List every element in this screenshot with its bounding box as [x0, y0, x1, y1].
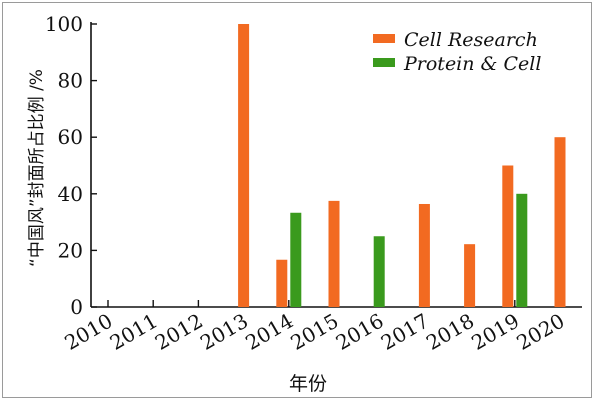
y-tick-label: 20 [58, 238, 83, 262]
legend-label-cell-research: Cell Research [404, 29, 538, 51]
x-axis-label: 年份 [289, 373, 327, 395]
y-tick-label: 100 [45, 12, 83, 36]
bar-cell-research-2020 [554, 137, 566, 307]
legend-label-protein-cell: Protein & Cell [403, 53, 541, 75]
bars [238, 24, 566, 307]
y-tick-label: 40 [58, 182, 83, 206]
bar-cell-research-2014 [276, 259, 288, 307]
y-tick-label: 80 [58, 69, 83, 93]
bar-protein-cell-2016 [373, 236, 385, 307]
x-tick-label: 2020 [512, 309, 568, 355]
bar-cell-research-2015 [328, 200, 340, 307]
bar-protein-cell-2014 [290, 212, 302, 307]
bar-cell-research-2017 [418, 203, 430, 307]
figure-frame [2, 2, 592, 398]
legend-swatch-protein-cell [373, 58, 395, 67]
y-tick-label: 60 [58, 125, 83, 149]
legend-swatch-cell-research [373, 34, 395, 43]
y-tick-label: 0 [70, 295, 83, 319]
y-axis-label: “中国风”封面所占比例 /% [27, 69, 47, 267]
bar-cell-research-2013 [238, 24, 250, 307]
bar-cell-research-2018 [464, 244, 476, 307]
bar-cell-research-2019 [502, 165, 514, 307]
bar-protein-cell-2019 [516, 193, 528, 307]
